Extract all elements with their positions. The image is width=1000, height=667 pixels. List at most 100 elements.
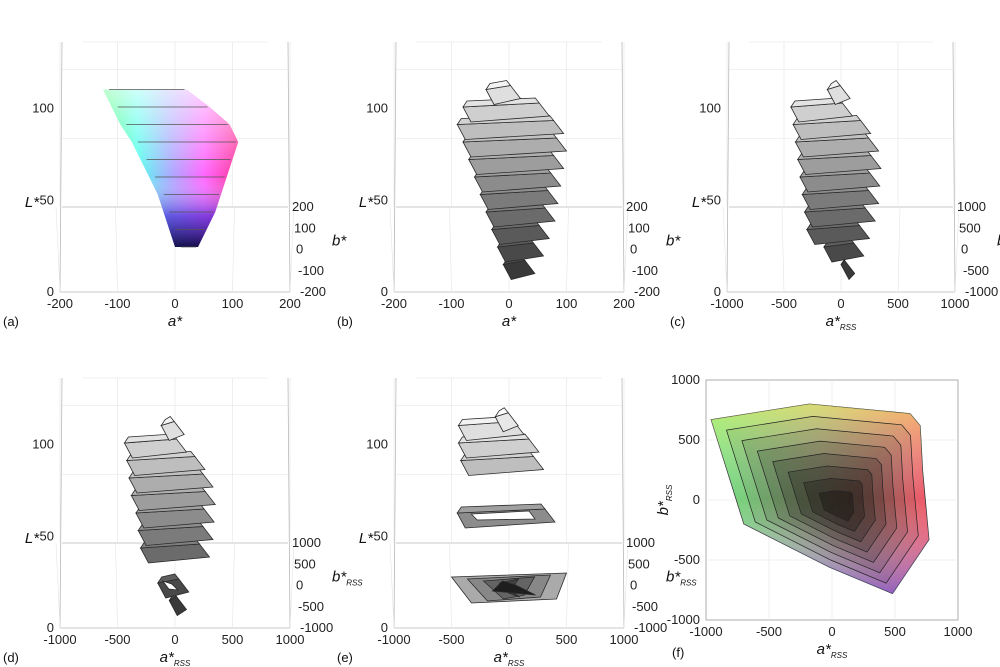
x-tick-label: 1000	[276, 632, 305, 647]
gamut-contour	[803, 477, 865, 532]
x-tick-label: 200	[279, 296, 301, 311]
x-tick-label: -200	[381, 296, 407, 311]
panel-a: -200 -100 0 100 200 0 50 100 200 100 0 -100 -200 a* L*…	[3, 41, 347, 330]
z-tick-label: 100	[699, 101, 721, 116]
depth-tick-label: 500	[959, 220, 981, 235]
gamut-contour	[741, 428, 908, 574]
gamut-slice-hollow	[470, 510, 536, 521]
panel-c: -1000 -500 0 500 1000 0 50 100 1000 500 0 -500 -1000…	[670, 41, 1000, 332]
x-tick-label: 100	[222, 296, 244, 311]
depth-tick-label: 100	[628, 220, 650, 235]
depth-tick-label: 0	[630, 242, 637, 257]
y-tick-label: 0	[693, 492, 700, 507]
x-axis-label: a*RSS	[826, 313, 857, 332]
gamut-slice-top	[494, 407, 509, 418]
depth-tick-label: 200	[626, 199, 648, 214]
y-tick-label: -1000	[667, 612, 700, 627]
x-axis-label: a*RSS	[160, 649, 191, 667]
depth-tick-label: -500	[632, 599, 658, 614]
x-tick-label: 0	[171, 296, 178, 311]
x-axis-label: a*RSS	[817, 641, 848, 660]
z-axis-label: L*	[692, 194, 707, 211]
z-tick-label: 100	[366, 101, 388, 116]
gamut-slice	[840, 259, 856, 281]
depth-axis-label: b*	[666, 232, 681, 249]
depth-axis-label: b*RSS	[666, 568, 697, 587]
depth-tick-label: -500	[298, 599, 324, 614]
x-tick-label: 1000	[941, 296, 970, 311]
z-tick-label: 50	[40, 528, 54, 543]
depth-tick-label: 200	[292, 199, 314, 214]
x-tick-label: 0	[505, 296, 512, 311]
depth-tick-label: -100	[298, 263, 324, 278]
depth-tick-label: -500	[963, 263, 989, 278]
x-tick-label: -100	[438, 296, 464, 311]
x-tick-label: 500	[556, 632, 578, 647]
y-tick-label: 1000	[671, 372, 700, 387]
panel-f: -1000 -500 0 500 1000 1000 500 0 -500 -1000 a*RSS b…	[655, 372, 972, 660]
x-tick-label: 500	[884, 624, 906, 639]
depth-tick-label: 0	[296, 578, 303, 593]
gamut-slice-top	[160, 415, 175, 427]
panel-label: (f)	[672, 645, 684, 660]
depth-tick-label: 100	[294, 220, 316, 235]
depth-tick-label: -200	[300, 284, 326, 299]
panel-e: -1000 -500 0 500 1000 0 50 100 1000 500 0 -500 -1000…	[337, 377, 697, 667]
x-tick-label: 1000	[610, 632, 639, 647]
panel-label: (b)	[337, 314, 353, 329]
z-tick-label: 0	[47, 284, 54, 299]
z-tick-label: 50	[707, 192, 721, 207]
panel-d: -1000 -500 0 500 1000 0 50 100 1000 500 0 -500 -1000…	[3, 377, 363, 667]
x-tick-label: -1000	[43, 632, 76, 647]
x-tick-label: 0	[505, 632, 512, 647]
depth-tick-label: -1000	[634, 620, 667, 635]
x-tick-label: 100	[556, 296, 578, 311]
gamut-slice-top	[792, 115, 862, 125]
x-tick-label: -1000	[377, 632, 410, 647]
z-axis-label: L*	[359, 530, 374, 547]
x-tick-label: -500	[756, 624, 782, 639]
z-axis-label: L*	[25, 194, 40, 211]
gamut-slice-top	[457, 433, 530, 444]
z-axis-label: L*	[359, 194, 374, 211]
x-tick-label: -100	[104, 296, 130, 311]
depth-tick-label: -1000	[965, 284, 998, 299]
x-tick-label: -500	[771, 296, 797, 311]
gamut-slice-top	[826, 79, 841, 91]
z-axis-label: L*	[25, 530, 40, 547]
depth-tick-label: 500	[294, 556, 316, 571]
x-tick-label: -1000	[689, 624, 722, 639]
x-axis-label: a*RSS	[494, 649, 525, 667]
x-tick-label: 0	[828, 624, 835, 639]
gamut-surface-shading	[103, 89, 239, 247]
x-tick-label: -1000	[710, 296, 743, 311]
panel-label: (d)	[3, 650, 19, 665]
y-tick-label: 500	[678, 432, 700, 447]
gamut-contour	[787, 465, 876, 543]
z-tick-label: 0	[381, 284, 388, 299]
x-axis-label: a*	[502, 313, 517, 330]
x-tick-label: -500	[438, 632, 464, 647]
z-tick-label: 100	[32, 101, 54, 116]
x-tick-label: 500	[222, 632, 244, 647]
x-tick-label: 0	[837, 296, 844, 311]
gamut-contour	[818, 490, 855, 522]
depth-axis-label: b*RSS	[332, 568, 363, 587]
gamut-shading	[711, 404, 930, 594]
depth-axis-label: b*RSS	[997, 232, 1000, 251]
depth-tick-label: -1000	[300, 620, 333, 635]
depth-tick-label: 1000	[292, 535, 321, 550]
x-tick-label: -500	[104, 632, 130, 647]
z-tick-label: 50	[374, 528, 388, 543]
z-tick-label: 0	[714, 284, 721, 299]
x-tick-label: 200	[613, 296, 635, 311]
z-tick-label: 50	[40, 192, 54, 207]
depth-tick-label: 0	[630, 578, 637, 593]
depth-tick-label: 500	[628, 556, 650, 571]
depth-tick-label: 0	[961, 242, 968, 257]
depth-axis-label: b*	[332, 232, 347, 249]
x-axis-label: a*	[168, 313, 183, 330]
y-axis-label: b*RSS	[655, 484, 674, 515]
gamut-slice-top	[456, 503, 546, 514]
gamut-slice-hollow	[161, 580, 179, 591]
